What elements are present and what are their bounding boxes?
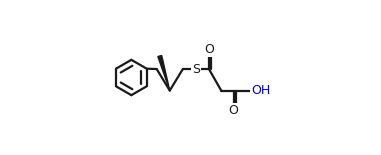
Polygon shape xyxy=(158,55,170,91)
Text: OH: OH xyxy=(251,84,270,97)
Text: O: O xyxy=(229,104,239,117)
Text: O: O xyxy=(204,43,214,56)
Text: S: S xyxy=(192,63,200,75)
